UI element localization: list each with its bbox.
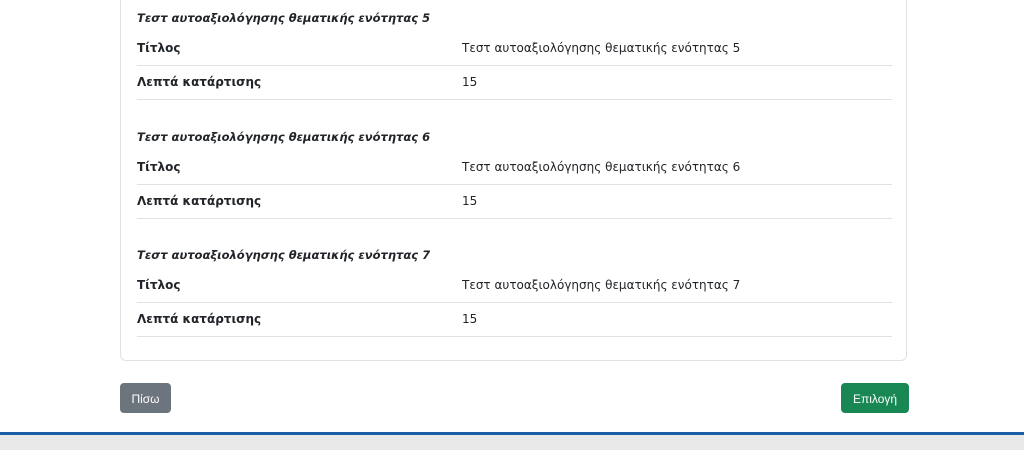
details-card: Τεστ αυτοαξιολόγησης θεματικής ενότητας … [120, 0, 907, 361]
row-value: Τεστ αυτοαξιολόγησης θεματικής ενότητας … [462, 160, 741, 174]
table-row: Λεπτά κατάρτισης 15 [137, 66, 892, 100]
row-value: 15 [462, 75, 478, 89]
section-heading: Τεστ αυτοαξιολόγησης θεματικής ενότητας … [137, 248, 431, 262]
row-value: 15 [462, 312, 478, 326]
test-section: Τεστ αυτοαξιολόγησης θεματικής ενότητας … [137, 4, 892, 100]
test-section: Τεστ αυτοαξιολόγησης θεματικής ενότητας … [137, 123, 892, 219]
row-label: Λεπτά κατάρτισης [137, 312, 262, 326]
test-section: Τεστ αυτοαξιολόγησης θεματικής ενότητας … [137, 241, 892, 337]
table-row: Τίτλος Τεστ αυτοαξιολόγησης θεματικής ενό… [137, 32, 892, 66]
table-row: Τίτλος Τεστ αυτοαξιολόγησης θεματικής ενό… [137, 269, 892, 303]
row-label: Τίτλος [137, 278, 181, 292]
row-label: Λεπτά κατάρτισης [137, 194, 262, 208]
table-row: Τίτλος Τεστ αυτοαξιολόγησης θεματικής ενό… [137, 151, 892, 185]
row-label: Λεπτά κατάρτισης [137, 75, 262, 89]
section-heading: Τεστ αυτοαξιολόγησης θεματικής ενότητας … [137, 130, 431, 144]
row-label: Τίτλος [137, 160, 181, 174]
footer [0, 432, 1024, 450]
select-button[interactable]: Επιλογή [841, 383, 909, 413]
row-label: Τίτλος [137, 41, 181, 55]
row-value: 15 [462, 194, 478, 208]
table-row: Λεπτά κατάρτισης 15 [137, 303, 892, 337]
table-row: Λεπτά κατάρτισης 15 [137, 185, 892, 219]
row-value: Τεστ αυτοαξιολόγησης θεματικής ενότητας … [462, 278, 741, 292]
back-button[interactable]: Πίσω [120, 383, 171, 413]
row-value: Τεστ αυτοαξιολόγησης θεματικής ενότητας … [462, 41, 741, 55]
section-heading: Τεστ αυτοαξιολόγησης θεματικής ενότητας … [137, 11, 431, 25]
